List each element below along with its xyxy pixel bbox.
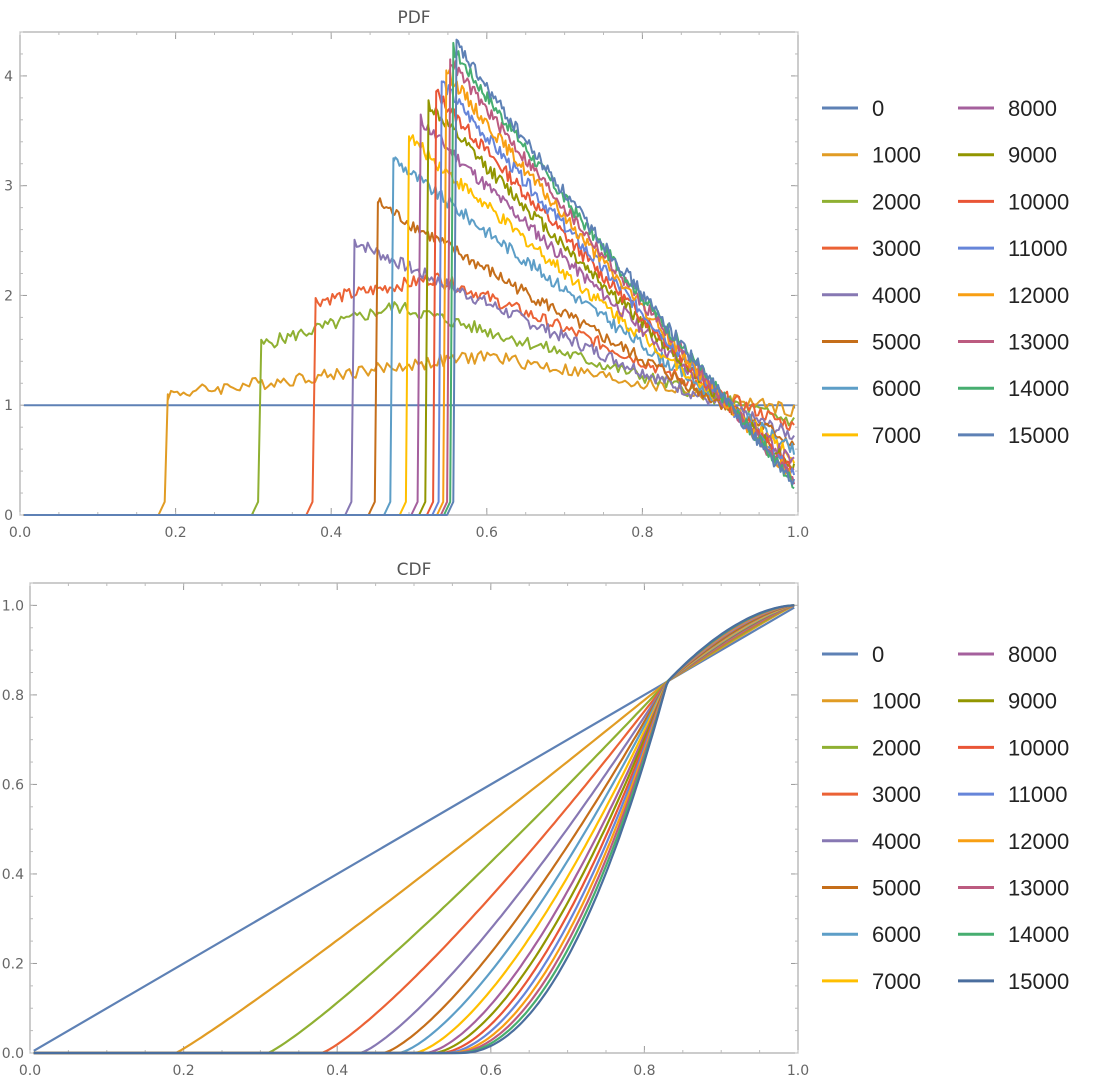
cdf-y-tick-label: 0.2 (2, 956, 24, 972)
cdf-series-line-15000 (33, 604, 795, 1055)
pdf-series-line-3000 (23, 272, 795, 516)
cdf-y-tick-label: 0.8 (2, 688, 24, 704)
pdf-legend-label: 9000 (1008, 143, 1057, 168)
pdf-legend-label: 5000 (872, 330, 921, 355)
pdf-x-tick-label: 0.6 (476, 525, 498, 541)
cdf-legend-label: 4000 (872, 829, 921, 854)
cdf-x-tick-label: 0.0 (19, 1063, 41, 1079)
cdf-title: CDF (397, 560, 432, 580)
pdf-x-tick-label: 0.0 (9, 525, 31, 541)
pdf-legend-label: 7000 (872, 423, 921, 448)
pdf-series-line-2000 (23, 301, 795, 516)
pdf-legend-label: 1000 (872, 143, 921, 168)
cdf-x-tick-label: 0.2 (172, 1063, 194, 1079)
pdf-frame (19, 31, 799, 516)
pdf-legend-label: 10000 (1008, 189, 1069, 214)
pdf-y-tick-label: 3 (4, 179, 13, 195)
cdf-legend-label: 11000 (1008, 782, 1068, 807)
pdf-series-line-12000 (23, 68, 795, 516)
pdf-legend-label: 0 (872, 96, 884, 121)
cdf-y-tick-label: 1.0 (2, 598, 24, 614)
pdf-y-tick-label: 4 (4, 69, 13, 85)
pdf-series-line-11000 (23, 80, 796, 516)
pdf-legend-label: 14000 (1008, 376, 1069, 401)
cdf-series-group (33, 604, 795, 1055)
pdf-y-tick-label: 0 (4, 508, 13, 524)
cdf-legend-label: 1000 (872, 689, 921, 714)
cdf-legend-label: 6000 (872, 922, 921, 947)
cdf-legend-label: 5000 (872, 876, 921, 901)
cdf-legend-label: 8000 (1008, 642, 1057, 667)
pdf-y-tick-label: 1 (4, 398, 13, 414)
pdf-legend-label: 3000 (872, 236, 921, 261)
cdf-chart-panel: CDF 0.0 0.2 0.4 0.6 0.8 1.0 0.0 0.2 0.4 0.6 0.8 1.0… (0, 550, 1102, 1084)
pdf-legend-label: 15000 (1008, 423, 1069, 448)
pdf-y-tick-label: 2 (4, 288, 13, 304)
pdf-x-tick-label: 0.8 (631, 525, 653, 541)
cdf-x-tick-label: 1.0 (787, 1063, 809, 1079)
cdf-legend-label: 13000 (1008, 876, 1069, 901)
cdf-x-tick-label: 0.6 (480, 1063, 502, 1079)
pdf-series-line-15000 (23, 38, 796, 516)
pdf-series-line-14000 (23, 41, 795, 516)
pdf-title: PDF (397, 8, 430, 28)
pdf-legend-label: 4000 (872, 283, 921, 308)
cdf-legend-label: 2000 (872, 735, 921, 760)
cdf-chart: CDF 0.0 0.2 0.4 0.6 0.8 1.0 0.0 0.2 0.4 0.6 0.8 1.0… (2, 560, 1069, 1079)
cdf-legend-label: 15000 (1008, 969, 1069, 994)
cdf-x-tick-label: 0.8 (633, 1063, 655, 1079)
cdf-y-tick-label: 0.0 (2, 1046, 24, 1062)
pdf-x-tick-label: 0.4 (320, 525, 342, 541)
pdf-legend-label: 13000 (1008, 330, 1069, 355)
cdf-y-tick-label: 0.6 (2, 777, 24, 793)
pdf-legend-label: 8000 (1008, 96, 1057, 121)
pdf-x-tick-label: 0.2 (164, 525, 186, 541)
cdf-x-tick-label: 0.4 (326, 1063, 348, 1079)
cdf-y-tick-label: 0.4 (2, 867, 24, 883)
cdf-frame (29, 582, 799, 1054)
pdf-series-line-0 (23, 404, 796, 409)
cdf-legend-label: 14000 (1008, 922, 1069, 947)
pdf-legend-label: 2000 (872, 189, 921, 214)
pdf-chart-panel: PDF 0.0 0.2 0.4 0.6 0.8 1.0 0 1 2 3 4 0 1000 2000 3000… (4, 8, 1069, 541)
cdf-legend-label: 9000 (1008, 689, 1057, 714)
pdf-chart: PDF 0.0 0.2 0.4 0.6 0.8 1.0 0 1 2 3 4 0 1000 2000 3000… (4, 8, 1069, 541)
pdf-legend-label: 11000 (1008, 236, 1068, 261)
cdf-legend-label: 10000 (1008, 735, 1069, 760)
cdf-legend-label: 0 (872, 642, 884, 667)
pdf-legend-label: 6000 (872, 376, 921, 401)
cdf-legend-label: 7000 (872, 969, 921, 994)
pdf-series-line-1000 (23, 350, 796, 516)
pdf-x-tick-label: 1.0 (787, 525, 809, 541)
pdf-legend-label: 12000 (1008, 283, 1069, 308)
cdf-legend-label: 3000 (872, 782, 921, 807)
pdf-series-line-7000 (23, 134, 796, 516)
cdf-legend-label: 12000 (1008, 829, 1069, 854)
pdf-series-group (23, 38, 796, 516)
